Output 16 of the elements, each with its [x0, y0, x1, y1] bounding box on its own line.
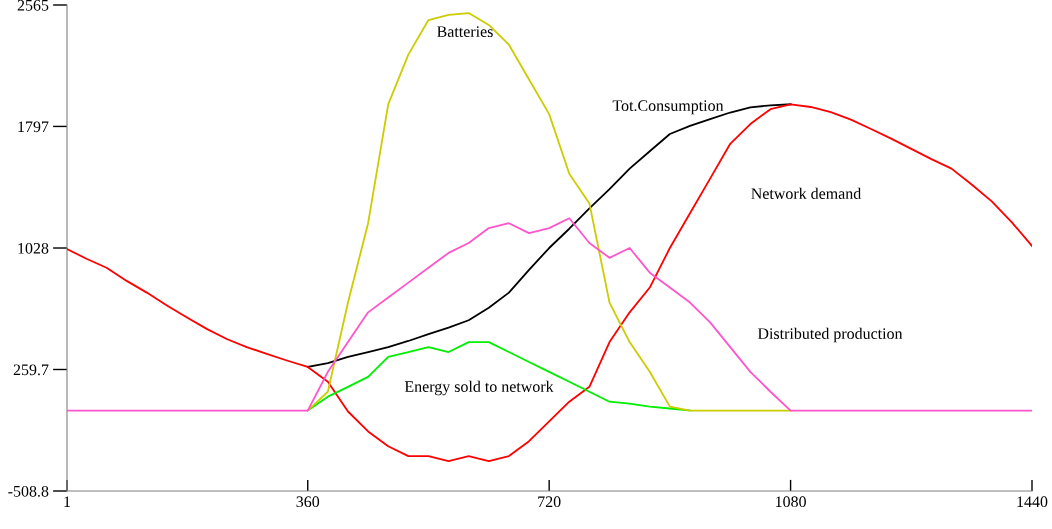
x-tick-label: 1440 — [1017, 496, 1048, 508]
x-tick-label: 720 — [538, 496, 561, 508]
y-tick-label: 259.7 — [13, 364, 49, 376]
y-tick-label: 1028 — [18, 242, 49, 254]
x-tick-label: 1080 — [776, 496, 806, 508]
x-tick-label: 1 — [64, 496, 71, 507]
series-label: Batteries — [437, 26, 493, 37]
y-tick-label: 2565 — [17, 0, 49, 11]
series-label: Tot.Consumption — [612, 100, 724, 115]
x-tick-label: 360 — [296, 496, 320, 508]
series-label: Energy sold to network — [404, 380, 554, 396]
y-tick-label: -508.8 — [8, 485, 49, 497]
y-tick-label: 1797 — [18, 121, 49, 133]
series-label: Distributed production — [757, 327, 903, 343]
line-series — [67, 217, 1032, 412]
text: Network demand — [751, 187, 862, 199]
